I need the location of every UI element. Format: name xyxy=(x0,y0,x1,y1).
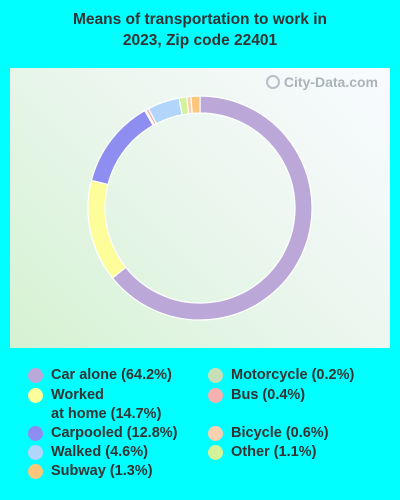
watermark-text: City-Data.com xyxy=(283,74,378,90)
legend-label-walked: Walked (4.6%) xyxy=(51,444,148,460)
chart-plot-area: City-Data.com xyxy=(10,68,390,348)
legend-label-carpooled: Carpooled (12.8%) xyxy=(51,425,178,441)
chart-legend: Car alone (64.2%) Worked at home (14.7%)… xyxy=(0,366,400,486)
legend-item-other: Other (1.1%) xyxy=(208,443,316,462)
legend-item-carpooled: Carpooled (12.8%) xyxy=(28,424,178,443)
legend-swatch-walked xyxy=(28,445,43,460)
legend-item-car-alone: Car alone (64.2%) xyxy=(28,366,172,385)
legend-item-bus: Bus (0.4%) xyxy=(208,386,305,405)
legend-label-bus: Bus (0.4%) xyxy=(231,387,306,403)
legend-item-motorcycle: Motorcycle (0.2%) xyxy=(208,366,354,385)
legend-swatch-bicycle xyxy=(208,426,223,441)
legend-label-bicycle: Bicycle (0.6%) xyxy=(231,425,329,441)
legend-item-walked: Walked (4.6%) xyxy=(28,443,148,462)
legend-swatch-subway xyxy=(28,464,43,479)
chart-title-line-2: 2023, Zip code 22401 xyxy=(122,32,278,49)
legend-label-car-alone: Car alone (64.2%) xyxy=(51,367,172,383)
legend-item-worked-at-home: Worked at home (14.7%) xyxy=(28,386,161,424)
legend-label-worked-at-home: Worked at home (14.7%) xyxy=(51,387,162,422)
legend-swatch-motorcycle xyxy=(208,368,223,383)
legend-swatch-car-alone xyxy=(28,368,43,383)
watermark-logo-icon xyxy=(265,75,280,89)
donut-slice-carpooled xyxy=(90,109,154,186)
donut-slice-subway xyxy=(190,95,201,114)
legend-label-subway: Subway (1.3%) xyxy=(51,463,153,479)
donut-chart xyxy=(87,95,313,321)
legend-swatch-other xyxy=(208,445,223,460)
legend-swatch-carpooled xyxy=(28,426,43,441)
legend-item-subway: Subway (1.3%) xyxy=(28,462,153,481)
legend-item-bicycle: Bicycle (0.6%) xyxy=(208,424,329,443)
chart-title: Means of transportation to work in 2023,… xyxy=(0,9,400,51)
watermark: City-Data.com xyxy=(265,74,378,90)
legend-label-other: Other (1.1%) xyxy=(231,444,317,460)
legend-label-motorcycle: Motorcycle (0.2%) xyxy=(231,367,355,383)
chart-title-line-1: Means of transportation to work in xyxy=(72,11,328,28)
legend-swatch-bus xyxy=(208,388,223,403)
donut-slice-worked-at-home xyxy=(87,179,127,279)
legend-swatch-worked-at-home xyxy=(28,388,43,403)
